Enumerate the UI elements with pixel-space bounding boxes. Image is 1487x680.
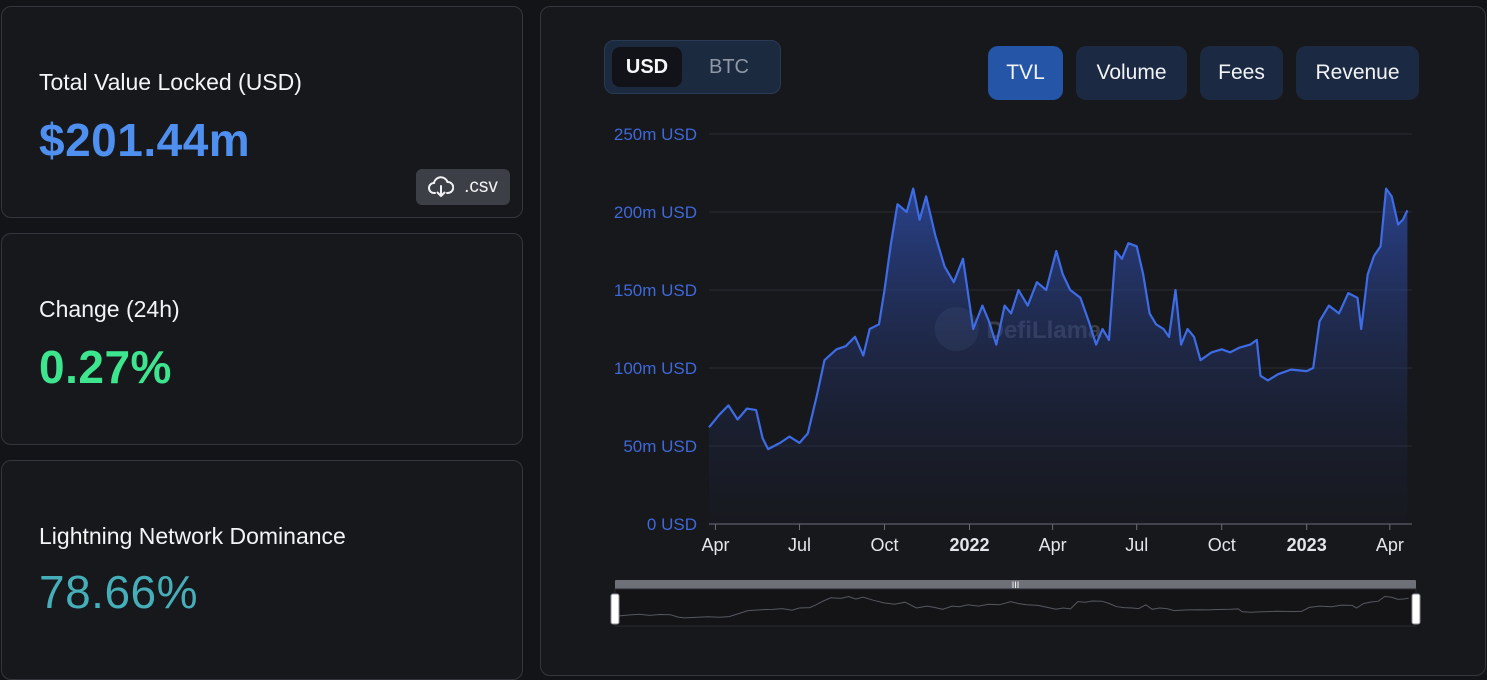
tab-tvl[interactable]: TVL <box>988 46 1063 100</box>
dominance-card: Lightning Network Dominance 78.66% <box>1 460 523 680</box>
csv-label: .csv <box>464 176 498 197</box>
brush-left-handle[interactable] <box>610 593 620 625</box>
brush-mini-line <box>616 595 1409 619</box>
change-value: 0.27% <box>39 341 172 393</box>
y-tick-label: 0 USD <box>647 515 697 534</box>
brush-handle-bar <box>615 580 1416 589</box>
tab-fees[interactable]: Fees <box>1200 46 1283 100</box>
x-tick-label: 2022 <box>949 535 989 555</box>
download-csv-button[interactable]: .csv <box>416 169 510 205</box>
x-tick-label: Apr <box>701 535 729 555</box>
x-tick-label: Apr <box>1376 535 1404 555</box>
x-tick-label: 2023 <box>1287 535 1327 555</box>
y-tick-label: 250m USD <box>614 125 697 144</box>
x-tick-label: Oct <box>871 535 899 555</box>
y-tick-label: 150m USD <box>614 281 697 300</box>
x-tick-label: Apr <box>1039 535 1067 555</box>
cloud-download-icon <box>428 176 455 197</box>
x-tick-label: Oct <box>1208 535 1236 555</box>
currency-option-btc[interactable]: BTC <box>709 55 749 78</box>
x-tick-label: Jul <box>1125 535 1148 555</box>
currency-option-usd[interactable]: USD <box>612 47 682 87</box>
y-tick-label: 50m USD <box>623 437 697 456</box>
y-tick-label: 200m USD <box>614 203 697 222</box>
currency-toggle: USD BTC <box>604 40 781 94</box>
brush-grip-icon[interactable]: III <box>1012 580 1020 590</box>
tvl-card: Total Value Locked (USD) $201.44m .csv <box>1 6 523 218</box>
x-tick-label: Jul <box>788 535 811 555</box>
tab-volume[interactable]: Volume <box>1076 46 1187 100</box>
tvl-line <box>708 187 1409 451</box>
y-tick-label: 100m USD <box>614 359 697 378</box>
tab-revenue[interactable]: Revenue <box>1296 46 1419 100</box>
dominance-label: Lightning Network Dominance <box>39 523 346 549</box>
dominance-value: 78.66% <box>39 566 199 618</box>
tvl-value: $201.44m <box>39 114 251 166</box>
brush-right-handle[interactable] <box>1411 593 1421 625</box>
tvl-label: Total Value Locked (USD) <box>39 69 302 95</box>
change-label: Change (24h) <box>39 296 180 322</box>
tvl-area <box>709 188 1408 524</box>
brush-window <box>614 588 1417 627</box>
change-card: Change (24h) 0.27% <box>1 233 523 445</box>
